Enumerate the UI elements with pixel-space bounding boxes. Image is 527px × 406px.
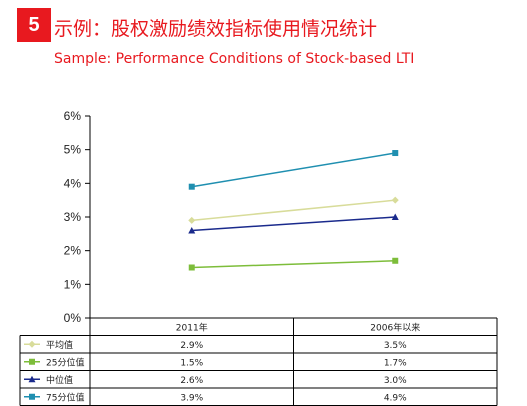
section-number-badge: 5 [17,8,51,42]
series-line [191,152,396,188]
data-point [391,213,399,220]
data-point [188,226,196,234]
y-tick-label: 1% [64,277,82,291]
data-point [188,264,195,271]
data-value-label: 3.0% [384,376,407,386]
data-point [392,150,399,157]
data-value-label: 1.7% [384,358,407,368]
data-point [188,183,195,190]
data-value-label: 3.5% [384,341,407,351]
data-value-label: 2.6% [180,376,203,386]
y-tick-label: 4% [64,176,82,190]
legend-label: 25分位值 [46,356,84,368]
legend-marker [28,340,36,348]
series-1 [188,196,399,224]
series-line [191,260,396,269]
legend-marker [29,358,35,365]
series-4 [188,150,399,190]
data-value-label: 3.9% [180,393,203,403]
legend-marker [29,393,35,400]
y-tick-label: 2% [64,244,82,258]
slide-title: 示例：股权激励绩效指标使用情况统计 [54,18,378,40]
series-2 [188,257,399,271]
legend-label: 中位值 [46,374,73,386]
series-3 [188,213,399,234]
category-label: 2006年以来 [370,322,420,334]
legend-label: 平均值 [46,339,73,351]
data-value-label: 4.9% [384,393,407,403]
data-point [391,196,399,204]
series-line [191,216,396,232]
series-line [191,199,396,222]
slide-subtitle: Sample: Performance Conditions of Stock-… [54,51,415,67]
legend-marker [28,375,36,383]
y-tick-label: 5% [64,143,82,157]
y-tick-label: 0% [64,311,82,325]
y-tick-label: 6% [64,109,82,123]
data-point [188,216,196,224]
data-value-label: 2.9% [180,341,203,351]
data-value-label: 1.5% [180,358,203,368]
data-point [392,257,399,264]
legend-label: 75分位值 [46,391,84,403]
category-label: 2011年 [176,322,208,334]
y-tick-label: 3% [64,210,82,224]
